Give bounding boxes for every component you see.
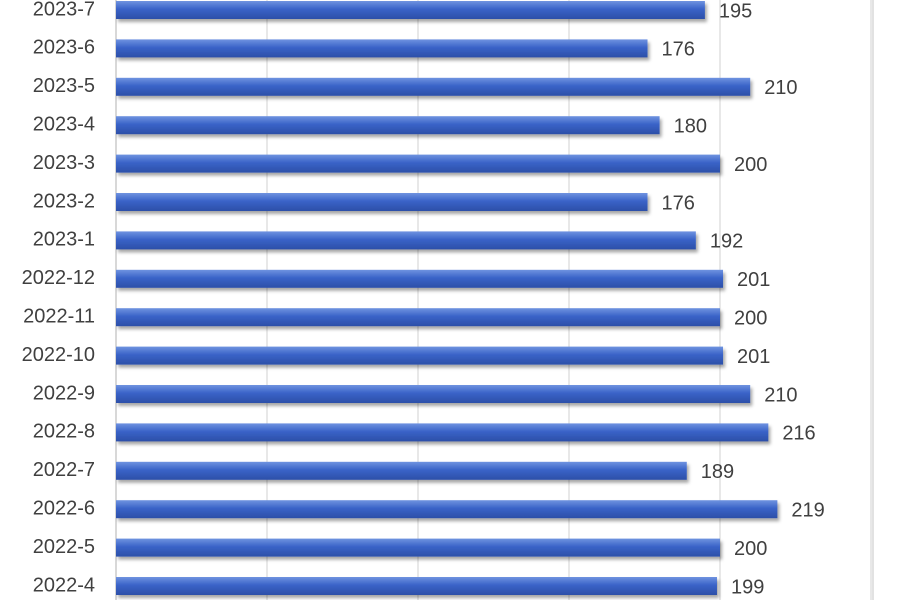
y-tick-label: 2022-4	[33, 574, 95, 596]
y-tick-label: 2022-5	[33, 536, 95, 558]
bar	[116, 577, 717, 595]
data-label: 201	[737, 269, 770, 291]
bar	[116, 308, 720, 327]
y-tick-label: 2023-6	[33, 37, 95, 59]
y-tick-label: 2022-6	[33, 497, 95, 519]
bar	[116, 461, 687, 480]
data-label: 189	[701, 461, 734, 483]
bar	[116, 154, 720, 173]
bar	[116, 269, 724, 288]
y-tick-label: 2023-5	[33, 75, 95, 97]
bar	[116, 423, 769, 442]
y-tick-label: 2022-7	[33, 459, 95, 481]
bar	[116, 538, 720, 557]
bar	[116, 193, 648, 211]
data-label: 176	[662, 39, 695, 61]
data-label: 195	[719, 0, 752, 22]
data-label: 176	[662, 192, 695, 214]
bar	[116, 77, 751, 96]
data-label: 201	[737, 346, 770, 368]
y-tick-label: 2023-4	[33, 113, 95, 135]
y-tick-label: 2023-3	[33, 152, 95, 174]
y-tick-label: 2023-7	[33, 0, 95, 20]
data-label: 200	[734, 307, 767, 329]
data-label: 192	[710, 231, 743, 253]
data-label: 216	[782, 423, 815, 445]
bar	[116, 1, 705, 19]
data-label: 200	[734, 154, 767, 176]
data-label: 210	[764, 77, 797, 99]
bar	[116, 500, 778, 519]
data-label: 210	[764, 384, 797, 406]
y-tick-label: 2022-9	[33, 382, 95, 404]
y-tick-label: 2022-10	[22, 344, 95, 366]
y-tick-label: 2023-2	[33, 190, 95, 212]
bar	[116, 231, 696, 250]
y-tick-label: 2022-12	[22, 267, 95, 289]
bar	[116, 116, 660, 135]
bar	[116, 346, 724, 365]
y-tick-label: 2023-1	[33, 229, 95, 251]
data-label: 200	[734, 538, 767, 560]
data-label: 180	[674, 115, 707, 137]
bar	[116, 39, 648, 58]
data-label: 219	[791, 499, 824, 521]
y-tick-label: 2022-8	[33, 421, 95, 443]
data-label: 199	[731, 576, 764, 598]
bar	[116, 385, 751, 403]
y-tick-label: 2022-11	[23, 305, 95, 327]
